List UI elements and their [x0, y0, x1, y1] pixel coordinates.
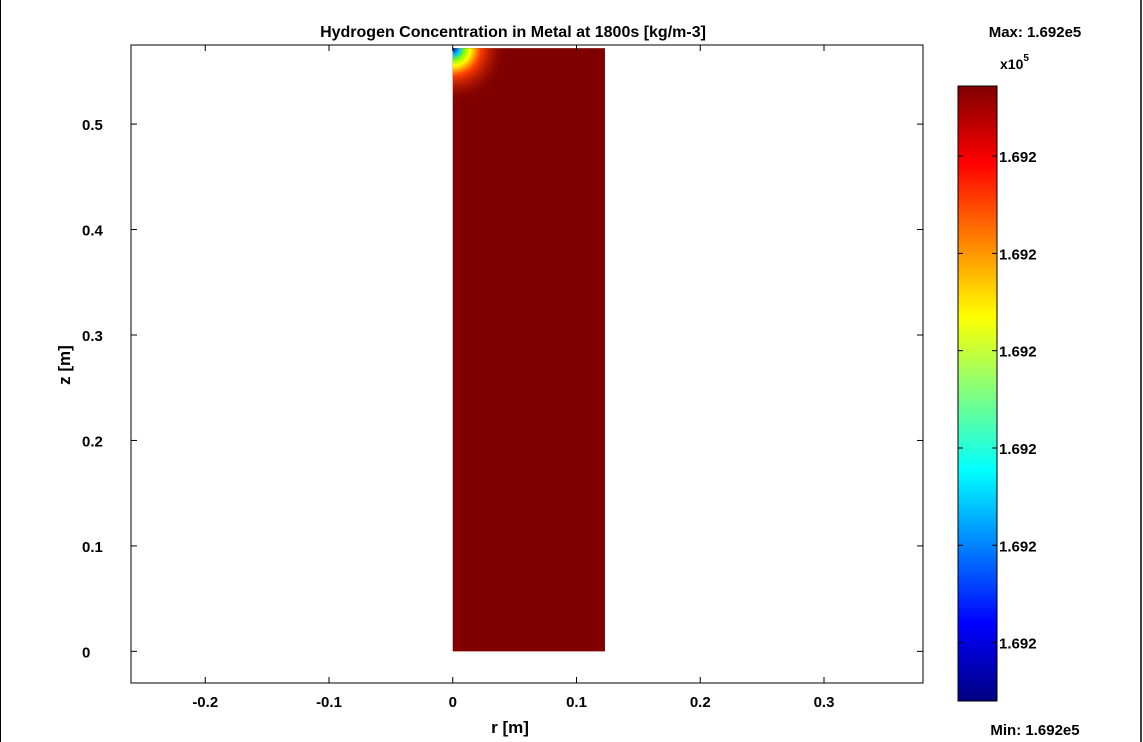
colorbar-multiplier-base: x10 [1000, 56, 1024, 72]
y-tick-label: 0.2 [82, 433, 103, 450]
x-tick-label: 0 [449, 694, 457, 711]
y-tick-label: 0.3 [82, 328, 103, 345]
y-axis-label: z [m] [55, 345, 74, 385]
colorbar-max-label: Max: 1.692e5 [989, 24, 1082, 41]
colorbar-min-label: Min: 1.692e5 [990, 722, 1079, 739]
chart-title: Hydrogen Concentration in Metal at 1800s… [320, 24, 706, 41]
colorbar-tick-label: 1.692 [999, 636, 1037, 653]
x-tick-label: 0.3 [814, 694, 835, 711]
y-tick-label: 0 [82, 644, 90, 661]
colorbar-tick-label: 1.692 [999, 344, 1037, 361]
heatmap-corner-gradient [452, 48, 513, 109]
colorbar-tick-label: 1.692 [999, 246, 1037, 263]
colorbar-ticks: 1.692 1.692 1.692 1.692 1.692 1.692 [958, 149, 1037, 653]
x-axis-label: r [m] [491, 718, 529, 737]
heatmap-field [452, 48, 605, 652]
colorbar-multiplier: x105 [1000, 53, 1029, 72]
x-tick-label: -0.1 [316, 694, 342, 711]
colorbar [957, 85, 998, 702]
colorbar-multiplier-exponent: 5 [1023, 53, 1029, 64]
y-tick-label: 0.1 [82, 539, 103, 556]
y-axis-ticks: 0 0.1 0.2 0.3 0.4 0.5 [82, 117, 923, 661]
x-tick-label: -0.2 [192, 694, 218, 711]
colorbar-tick-label: 1.692 [999, 149, 1037, 166]
heatmap-domain-rect [452, 48, 605, 652]
x-axis-ticks: -0.2 -0.1 0 0.1 0.2 0.3 [192, 45, 834, 711]
colorbar-tick-label: 1.692 [999, 441, 1037, 458]
y-tick-label: 0.4 [82, 223, 104, 240]
x-tick-label: 0.1 [566, 694, 587, 711]
y-tick-label: 0.5 [82, 117, 103, 134]
x-tick-label: 0.2 [690, 694, 711, 711]
colorbar-tick-label: 1.692 [999, 538, 1037, 555]
